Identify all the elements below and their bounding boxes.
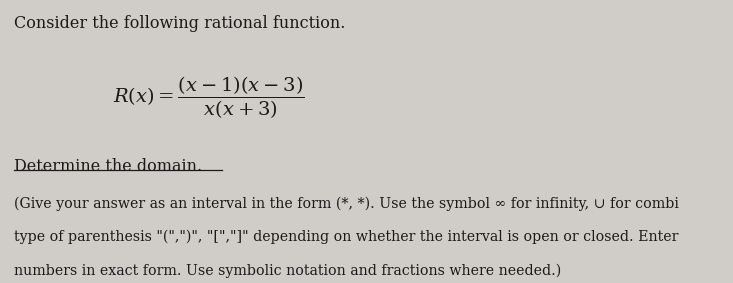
Text: type of parenthesis "(",")", "[","]" depending on whether the interval is open o: type of parenthesis "(",")", "[","]" dep… <box>14 230 678 245</box>
Text: Consider the following rational function.: Consider the following rational function… <box>14 15 345 32</box>
Text: $R(x) = \dfrac{(x-1)(x-3)}{x(x+3)}$: $R(x) = \dfrac{(x-1)(x-3)}{x(x+3)}$ <box>114 74 305 120</box>
Text: (Give your answer as an interval in the form (*, *). Use the symbol ∞ for infini: (Give your answer as an interval in the … <box>14 197 679 211</box>
Text: numbers in exact form. Use symbolic notation and fractions where needed.): numbers in exact form. Use symbolic nota… <box>14 263 561 278</box>
Text: Determine the domain.: Determine the domain. <box>14 158 202 175</box>
